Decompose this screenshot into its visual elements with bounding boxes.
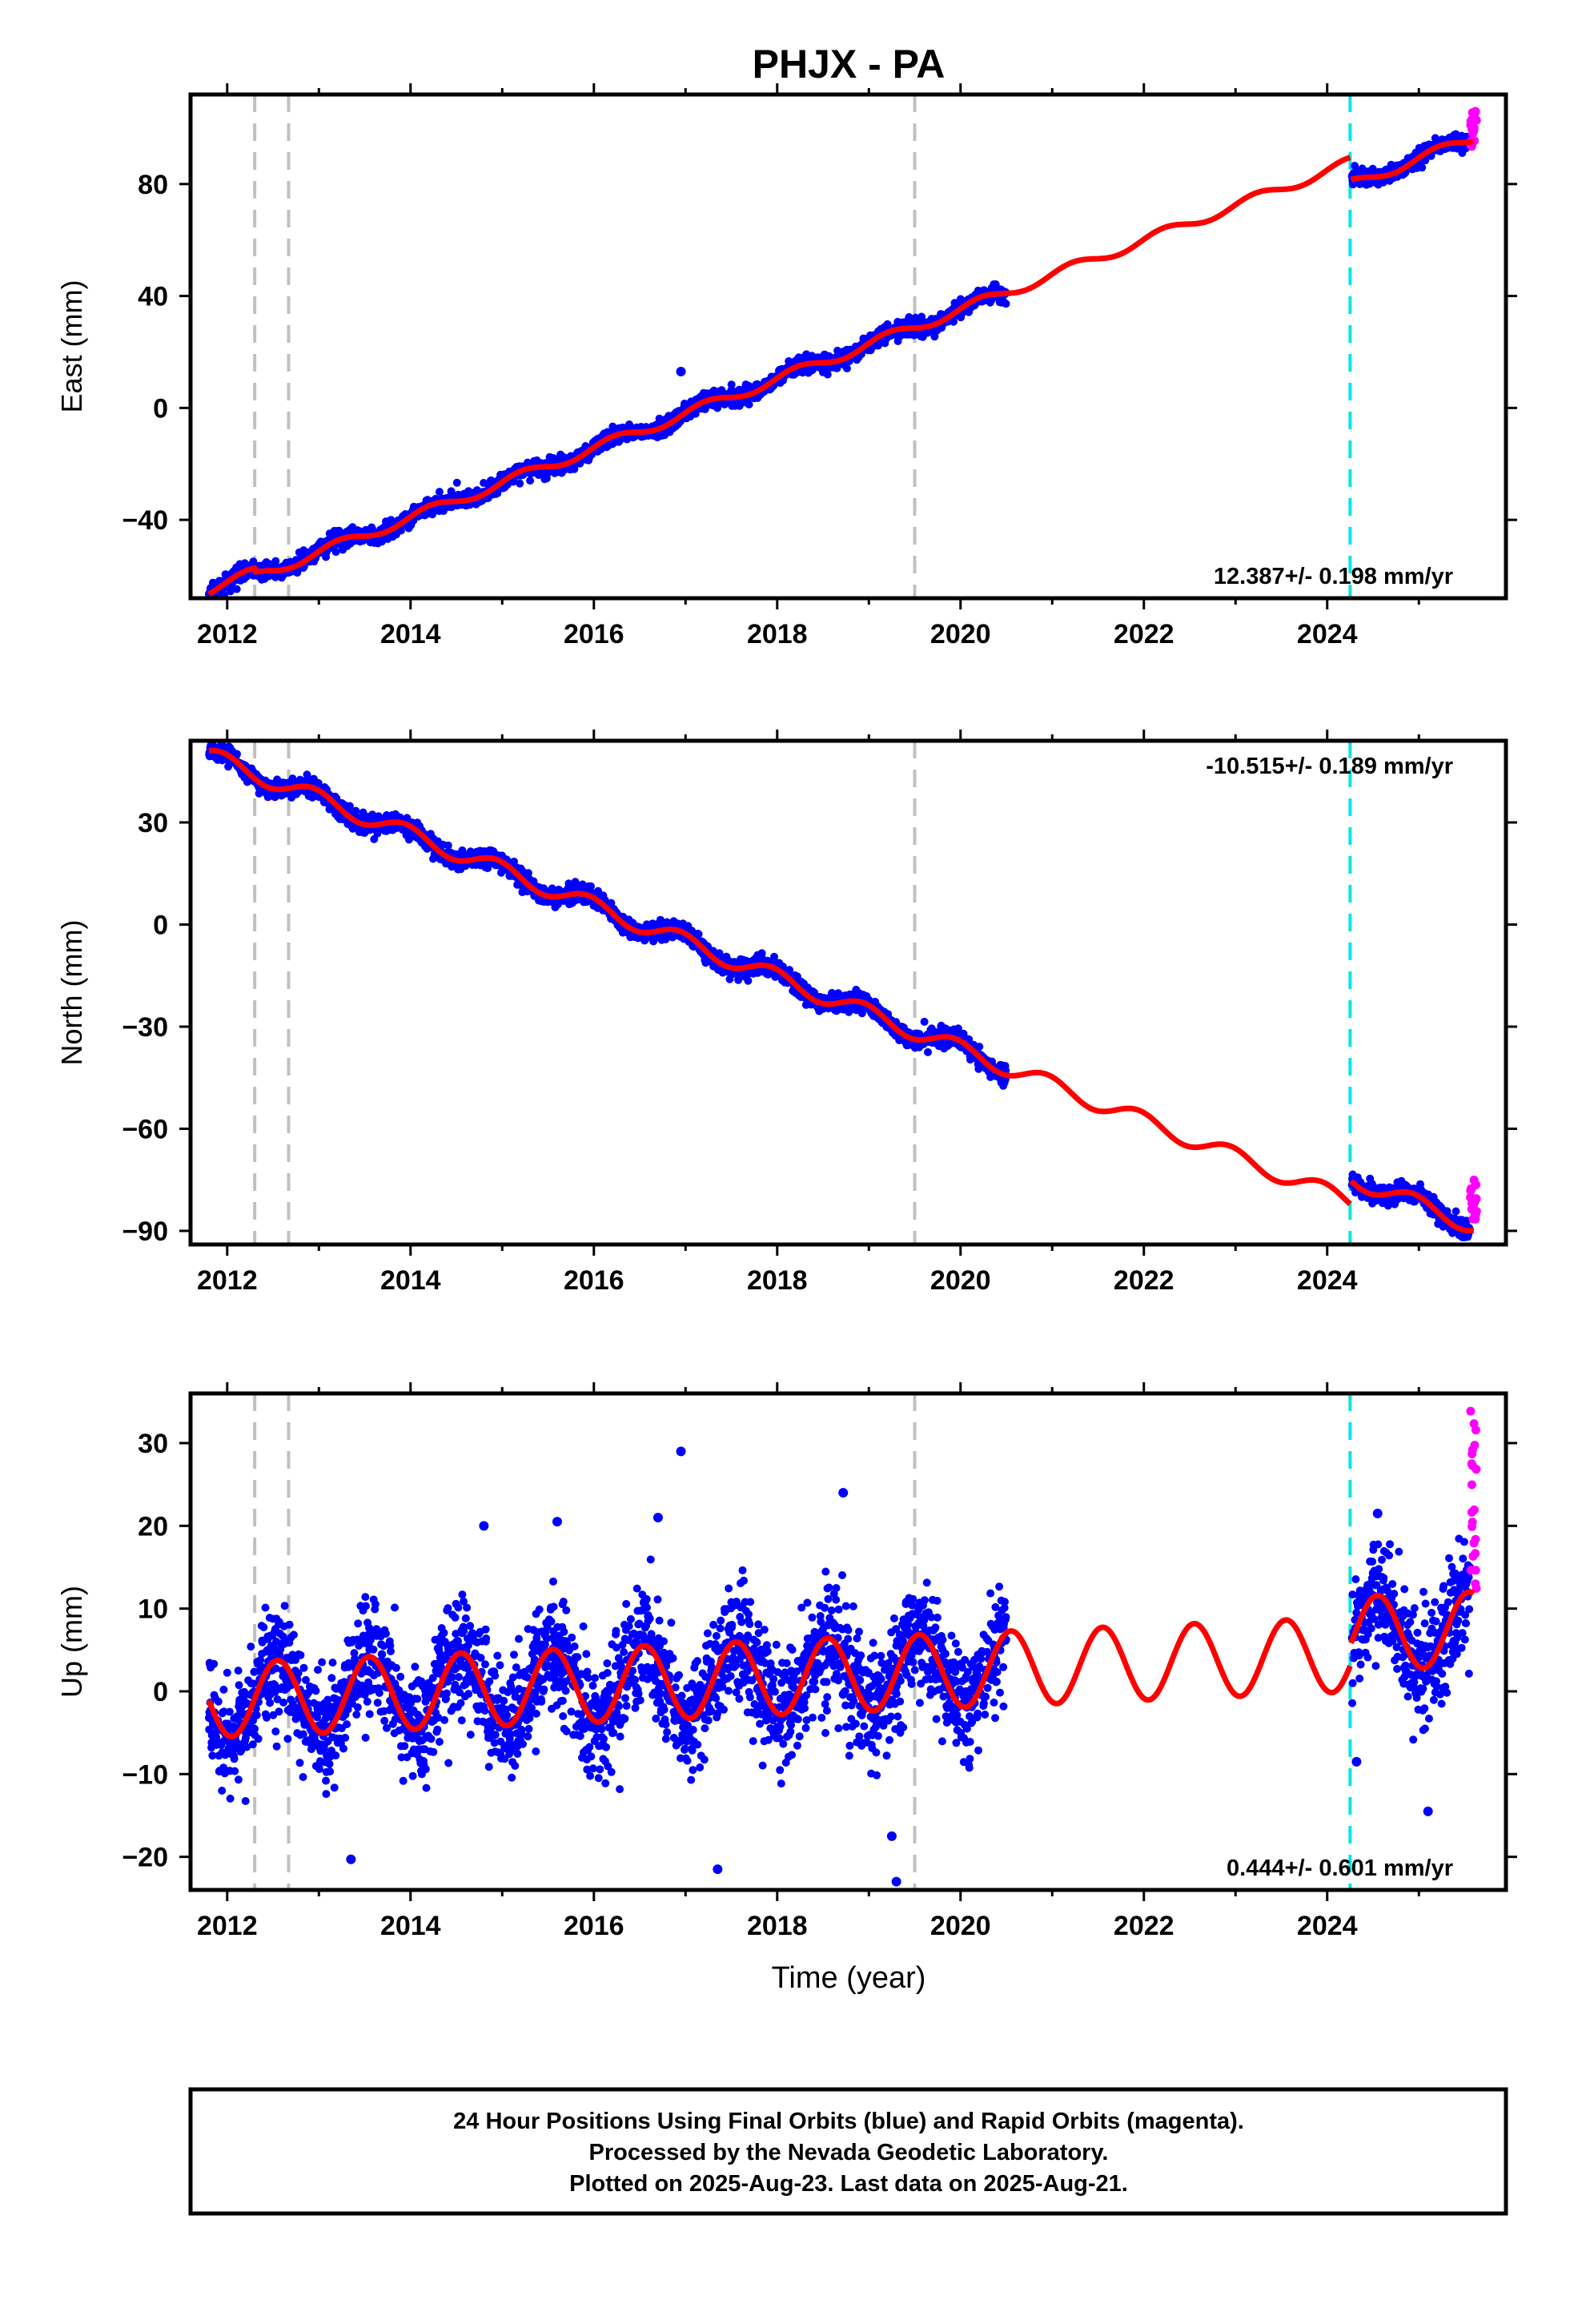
north-point-1524 — [694, 930, 703, 939]
east-final-points — [204, 130, 1475, 598]
east-point-773 — [452, 478, 461, 487]
north-final-points — [205, 741, 1474, 1241]
east-xtick-label-0: 2012 — [197, 619, 258, 649]
east-xtick-label-2: 2016 — [564, 619, 624, 649]
east-model-curve — [207, 155, 1352, 597]
north-plot-area — [205, 741, 1481, 1244]
east-point-214 — [271, 557, 280, 565]
east-xtick-label-5: 2022 — [1114, 619, 1174, 649]
east-point-720 — [435, 488, 444, 497]
east-point-2072 — [873, 341, 882, 350]
east-point-1910 — [823, 370, 832, 379]
east-point-90 — [232, 585, 241, 593]
east-rapid-points — [1466, 107, 1481, 151]
east-point-998 — [526, 476, 535, 485]
east-rapid-point-19 — [1469, 125, 1479, 135]
east-y-axis-label: East (mm) — [55, 280, 88, 413]
east-frame — [188, 92, 1508, 601]
north-point-1685 — [744, 976, 753, 985]
east-rapid-point-20 — [1472, 115, 1481, 125]
north-panel: 2012 2014 2016 2018 2020 2022 2024−90−60−30030… — [55, 730, 1517, 1296]
north-point-91 — [233, 750, 241, 758]
east-point-1972 — [843, 364, 851, 372]
east-point-1620 — [727, 380, 736, 389]
east-rapid-point-16 — [1471, 107, 1480, 116]
east-point-2691 — [1418, 163, 1427, 172]
east-panel: 2012 2014 2016 2018 2020 2022 2024 −40 0 40 80 East… — [55, 83, 1517, 649]
north-point-1199 — [587, 882, 595, 891]
east-point-395 — [331, 548, 340, 557]
east-point-968 — [516, 479, 524, 488]
east-xtick-label-3: 2018 — [747, 619, 808, 649]
east-rate-label: 12.387+/- 0.198 mm/yr — [1214, 564, 1453, 589]
east-outlier-0 — [676, 366, 686, 376]
east-xtick-label-1: 2014 — [380, 619, 441, 649]
north-point-478 — [351, 806, 360, 815]
chart-title: PHJX - PA — [753, 42, 946, 86]
east-model-curve-post — [1349, 139, 1476, 183]
east-point-1675 — [745, 400, 753, 409]
east-plot-area — [204, 94, 1481, 598]
east-xtick-label-4: 2020 — [930, 619, 991, 649]
east-ytick-label-1: 0 — [153, 393, 168, 424]
east-xtick-label-6: 2024 — [1297, 619, 1358, 649]
east-ytick-label-3: 80 — [138, 170, 168, 200]
north-point-761 — [444, 841, 452, 850]
east-point-2460 — [1002, 300, 1010, 308]
north-point-63 — [224, 762, 233, 771]
north-point-316 — [303, 770, 311, 779]
east-point-857 — [480, 479, 488, 487]
east-point-2207 — [917, 312, 926, 321]
east-ytick-label-0: −40 — [122, 505, 168, 536]
east-ytick-label-2: 40 — [138, 282, 168, 312]
